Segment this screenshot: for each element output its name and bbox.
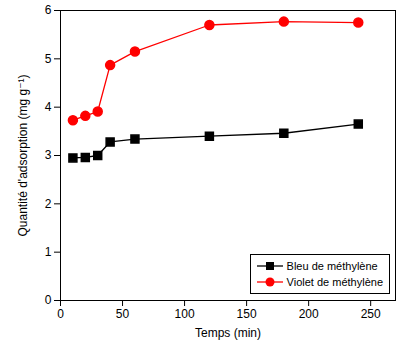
- svg-text:0: 0: [45, 293, 52, 307]
- svg-text:Temps (min): Temps (min): [195, 326, 261, 340]
- svg-text:6: 6: [45, 3, 52, 17]
- svg-text:5: 5: [45, 52, 52, 66]
- svg-text:100: 100: [175, 307, 195, 321]
- svg-text:3: 3: [45, 148, 52, 162]
- svg-text:Quantité d'adsorption (mg g⁻¹): Quantité d'adsorption (mg g⁻¹): [16, 74, 30, 236]
- svg-text:2: 2: [45, 197, 52, 211]
- svg-text:150: 150: [237, 307, 257, 321]
- svg-text:0: 0: [57, 307, 64, 321]
- svg-text:250: 250: [361, 307, 381, 321]
- html-text:Bleu de méthylène: Bleu de méthylène: [286, 260, 378, 272]
- svg-text:4: 4: [45, 100, 52, 114]
- svg-text:1: 1: [45, 245, 52, 259]
- html-text:Violet de méthylène: Violet de méthylène: [286, 276, 383, 288]
- svg-text:50: 50: [116, 307, 130, 321]
- svg-text:200: 200: [299, 307, 319, 321]
